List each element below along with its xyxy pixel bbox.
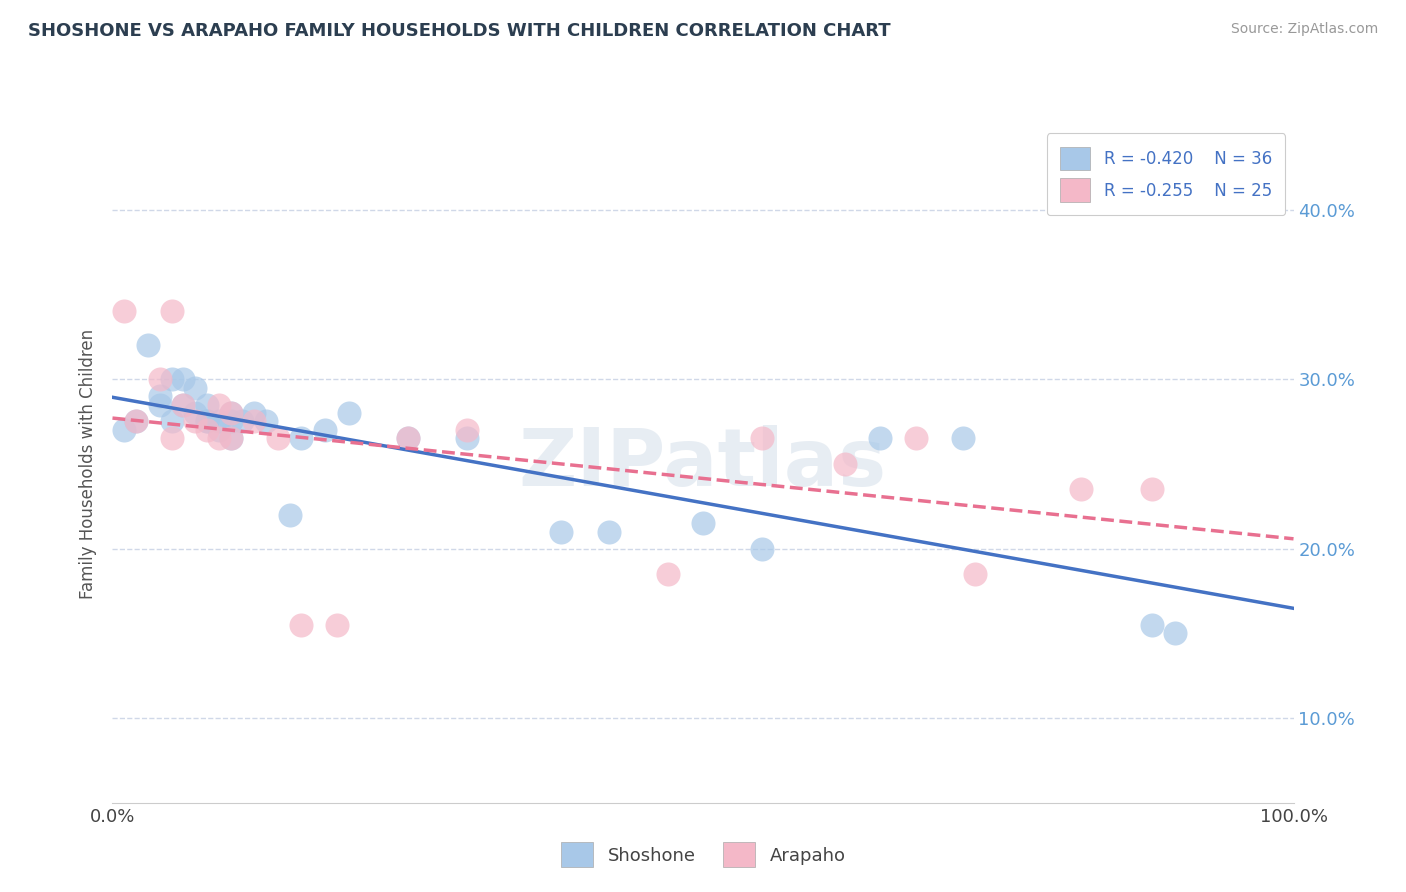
Point (195, 423, 218, 437)
Point (290, 432, 312, 446)
Point (112, 304, 135, 318)
Point (208, 398, 231, 412)
Point (751, 541, 773, 556)
Point (219, 432, 242, 446)
Text: ZIPatlas: ZIPatlas (519, 425, 887, 503)
Point (219, 414, 242, 429)
Point (208, 414, 231, 429)
Point (125, 414, 148, 429)
Point (337, 406, 360, 420)
Text: SHOSHONE VS ARAPAHO FAMILY HOUSEHOLDS WITH CHILDREN CORRELATION CHART: SHOSHONE VS ARAPAHO FAMILY HOUSEHOLDS WI… (28, 22, 891, 40)
Point (598, 524, 620, 539)
Point (243, 406, 266, 420)
Point (184, 414, 207, 429)
Y-axis label: Family Households with Children: Family Households with Children (79, 329, 97, 599)
Point (149, 372, 172, 386)
Point (267, 432, 290, 446)
Point (125, 414, 148, 429)
Point (136, 338, 159, 352)
Point (219, 432, 242, 446)
Point (195, 414, 218, 429)
Point (456, 432, 478, 446)
Text: Source: ZipAtlas.com: Source: ZipAtlas.com (1230, 22, 1378, 37)
Point (219, 406, 242, 420)
Point (290, 617, 312, 632)
Point (231, 414, 253, 429)
Point (1140, 483, 1163, 497)
Point (243, 414, 266, 429)
Point (456, 423, 478, 437)
Legend: Shoshone, Arapaho: Shoshone, Arapaho (546, 828, 860, 882)
Point (160, 432, 183, 446)
Point (160, 372, 183, 386)
Point (1164, 626, 1187, 640)
Point (160, 414, 183, 429)
Point (172, 398, 194, 412)
Point (834, 457, 856, 471)
Point (172, 372, 194, 386)
Point (172, 398, 194, 412)
Point (396, 432, 419, 446)
Point (149, 398, 172, 412)
Point (751, 432, 773, 446)
Point (1070, 483, 1092, 497)
Point (195, 398, 218, 412)
Point (869, 432, 891, 446)
Point (278, 508, 301, 522)
Point (904, 432, 927, 446)
Point (112, 423, 135, 437)
Point (657, 567, 679, 582)
Point (1140, 617, 1163, 632)
Point (149, 389, 172, 403)
Point (184, 406, 207, 420)
Point (952, 432, 974, 446)
Point (208, 432, 231, 446)
Point (326, 617, 349, 632)
Point (254, 414, 277, 429)
Point (963, 567, 986, 582)
Point (314, 423, 336, 437)
Point (208, 423, 231, 437)
Point (396, 432, 419, 446)
Point (160, 304, 183, 318)
Point (195, 414, 218, 429)
Point (184, 381, 207, 395)
Point (219, 406, 242, 420)
Point (692, 516, 714, 530)
Point (550, 524, 572, 539)
